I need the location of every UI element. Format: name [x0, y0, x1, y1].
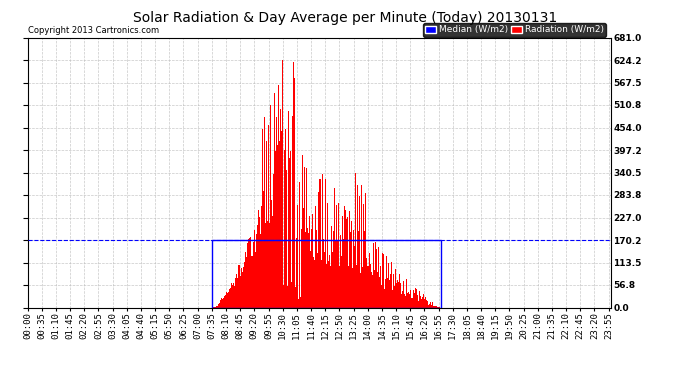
- Bar: [212, 240, 441, 308]
- Text: Copyright 2013 Cartronics.com: Copyright 2013 Cartronics.com: [28, 26, 159, 35]
- Text: Solar Radiation & Day Average per Minute (Today) 20130131: Solar Radiation & Day Average per Minute…: [133, 11, 557, 25]
- Legend: Median (W/m2), Radiation (W/m2): Median (W/m2), Radiation (W/m2): [423, 23, 606, 37]
